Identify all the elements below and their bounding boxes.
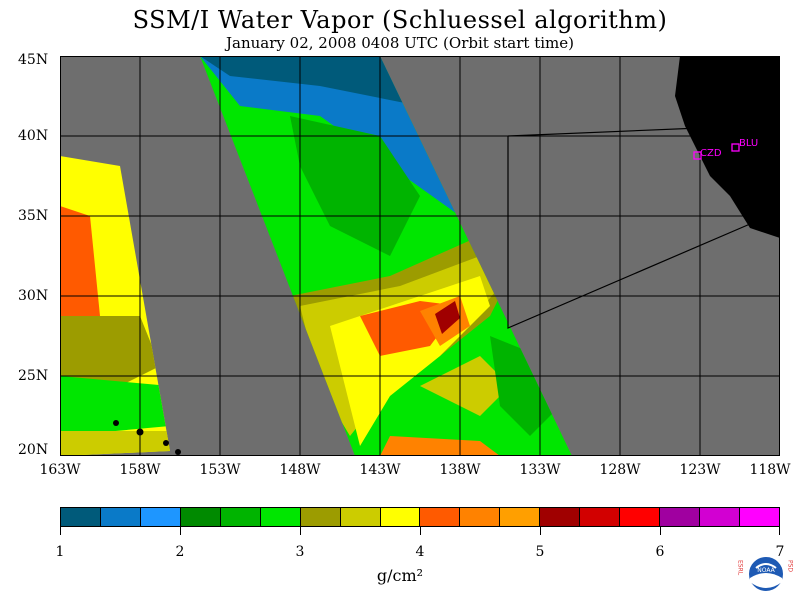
colorbar	[60, 507, 780, 527]
land-california	[675, 56, 780, 238]
colorbar-tick-label: 4	[415, 544, 425, 560]
colorbar-swatch	[700, 508, 740, 526]
map-subtitle: January 02, 2008 0408 UTC (Orbit start t…	[226, 34, 574, 52]
svg-text:NOAA: NOAA	[757, 567, 775, 574]
lat-label: 45N	[18, 52, 49, 68]
lon-label: 128W	[599, 462, 641, 478]
lat-label: 30N	[18, 288, 49, 304]
station-marker-blu	[731, 143, 740, 152]
colorbar-swatch	[739, 508, 779, 526]
lat-label: 20N	[18, 442, 49, 458]
lon-label: 163W	[39, 462, 81, 478]
colorbar-tick	[300, 527, 301, 535]
colorbar-tick-label: 5	[535, 544, 545, 560]
colorbar-tick	[420, 527, 421, 535]
colorbar-swatch	[61, 508, 101, 526]
lat-label: 35N	[18, 208, 49, 224]
colorbar-tick-label: 2	[175, 544, 185, 560]
colorbar-swatch	[380, 508, 421, 526]
water-vapor-map: CZD BLU	[60, 56, 780, 456]
lon-label: 148W	[279, 462, 321, 478]
colorbar-tick	[60, 527, 61, 535]
colorbar-swatch	[100, 508, 141, 526]
island-marker	[163, 440, 169, 446]
colorbar-tick	[540, 527, 541, 535]
svg-text:PSD: PSD	[787, 560, 794, 572]
island-marker	[113, 420, 119, 426]
region-outline	[507, 127, 751, 329]
colorbar-swatch	[500, 508, 541, 526]
colorbar-swatch	[180, 508, 221, 526]
lon-label: 143W	[359, 462, 401, 478]
map-title: SSM/I Water Vapor (Schluessel algorithm)	[132, 6, 668, 34]
colorbar-swatch	[420, 508, 461, 526]
station-label-czd: CZD	[700, 148, 722, 159]
colorbar-swatch	[460, 508, 501, 526]
lon-label: 123W	[679, 462, 721, 478]
colorbar-tick-label: 7	[775, 544, 785, 560]
lon-label: 118W	[749, 462, 791, 478]
lon-label: 158W	[119, 462, 161, 478]
station-marker-czd	[693, 151, 702, 160]
lon-label: 138W	[439, 462, 481, 478]
colorbar-tick-label: 3	[295, 544, 305, 560]
colorbar-swatch	[300, 508, 341, 526]
colorbar-swatch	[140, 508, 181, 526]
station-label-blu: BLU	[739, 138, 758, 149]
colorbar-swatch	[620, 508, 661, 526]
colorbar-swatch	[340, 508, 381, 526]
colorbar-tick-label: 6	[655, 544, 665, 560]
lat-label: 25N	[18, 368, 49, 384]
island-marker	[175, 449, 181, 455]
colorbar-swatch	[260, 508, 301, 526]
map-grid	[60, 56, 780, 456]
colorbar-tick	[180, 527, 181, 535]
lat-label: 40N	[18, 128, 49, 144]
lon-label: 133W	[519, 462, 561, 478]
lon-label: 153W	[199, 462, 241, 478]
colorbar-swatch	[580, 508, 621, 526]
colorbar-tick	[779, 527, 780, 535]
svg-text:ESRL: ESRL	[737, 560, 744, 576]
map-canvas: CZD BLU	[60, 56, 780, 456]
noaa-logo-icon: NOAA ESRL PSD	[737, 555, 794, 593]
colorbar-swatch	[540, 508, 581, 526]
colorbar-swatch	[220, 508, 261, 526]
colorbar-swatch	[660, 508, 700, 526]
colorbar-unit: g/cm²	[376, 566, 424, 585]
colorbar-tick-label: 1	[55, 544, 65, 560]
colorbar-ticks	[60, 527, 780, 535]
colorbar-tick	[660, 527, 661, 535]
